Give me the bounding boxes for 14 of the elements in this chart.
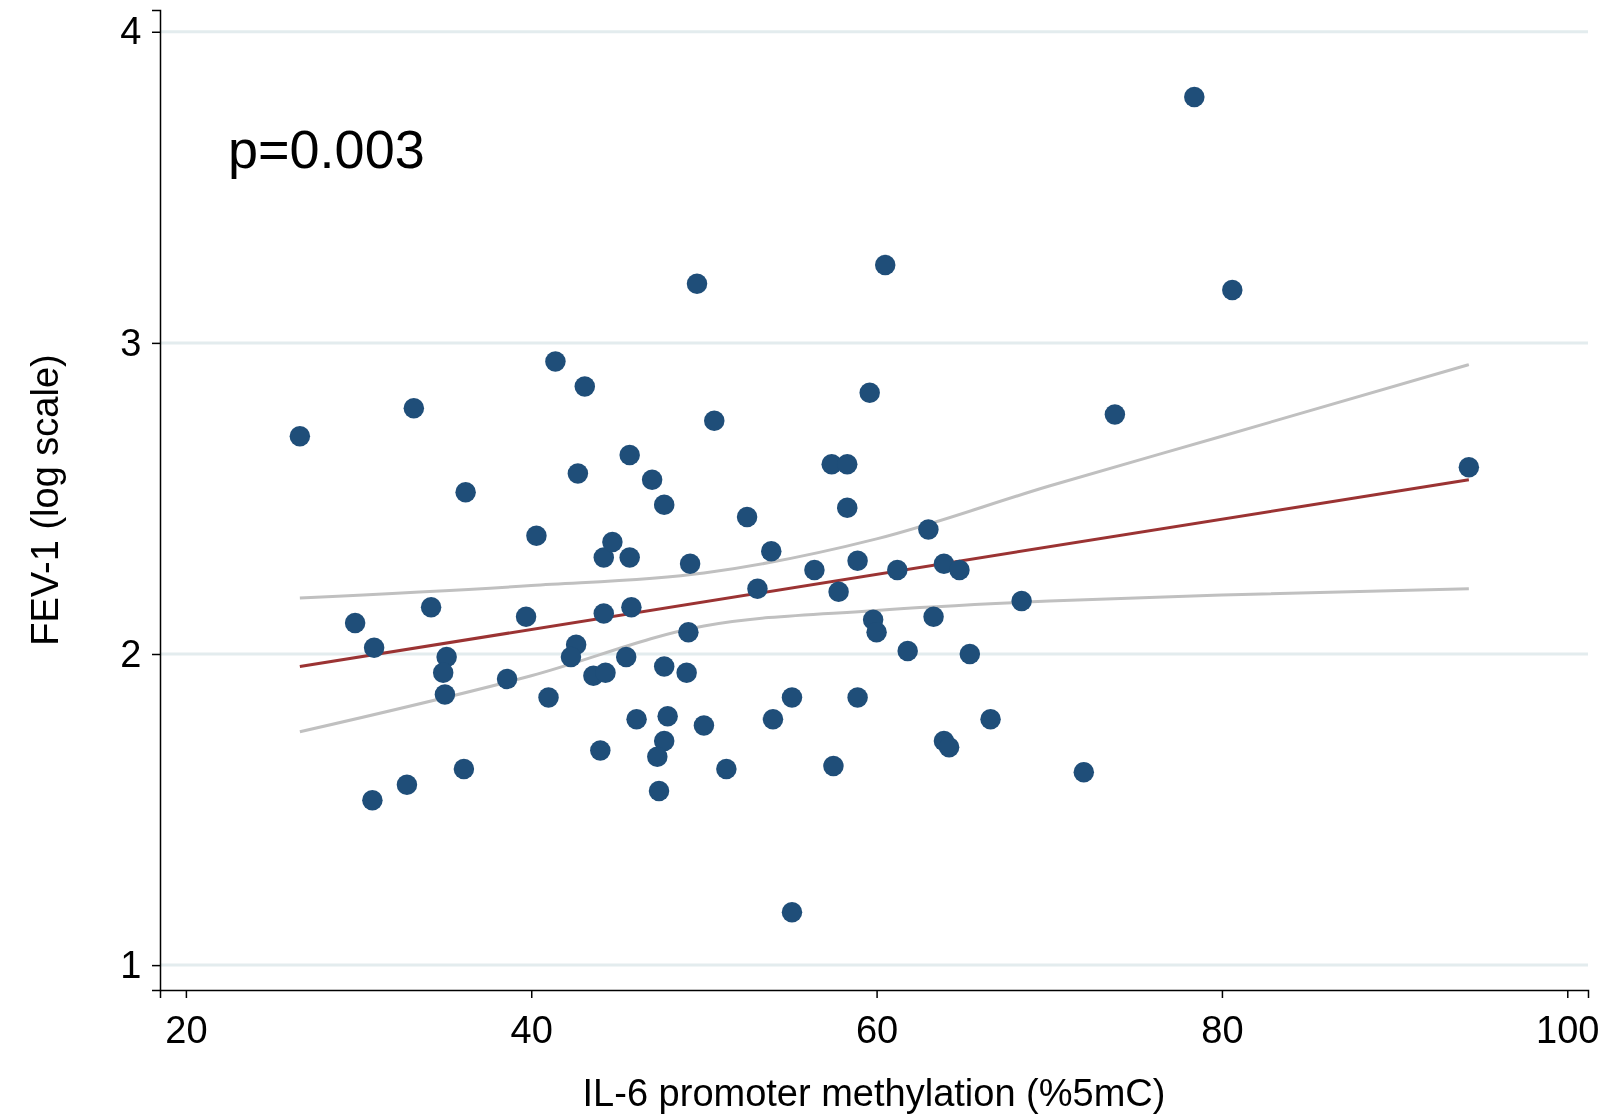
y-axis-title: FEV-1 (log scale): [24, 354, 66, 646]
y-tick-label: 3: [120, 321, 142, 364]
x-tick-label: 40: [510, 1008, 553, 1051]
line-series: [298, 363, 1471, 600]
line-series: [298, 587, 1471, 734]
y-tick-label: 2: [120, 632, 142, 675]
x-tick-label: 100: [1536, 1008, 1600, 1051]
x-tick-label: 80: [1201, 1008, 1244, 1051]
x-tick-label: 20: [165, 1008, 208, 1051]
annotation: p=0.003: [228, 119, 425, 179]
x-axis-title: IL-6 promoter methylation (%5mC): [582, 1072, 1166, 1114]
y-tick-label: 4: [120, 10, 142, 53]
y-tick-label: 1: [120, 943, 142, 986]
x-tick-label: 60: [855, 1008, 899, 1051]
